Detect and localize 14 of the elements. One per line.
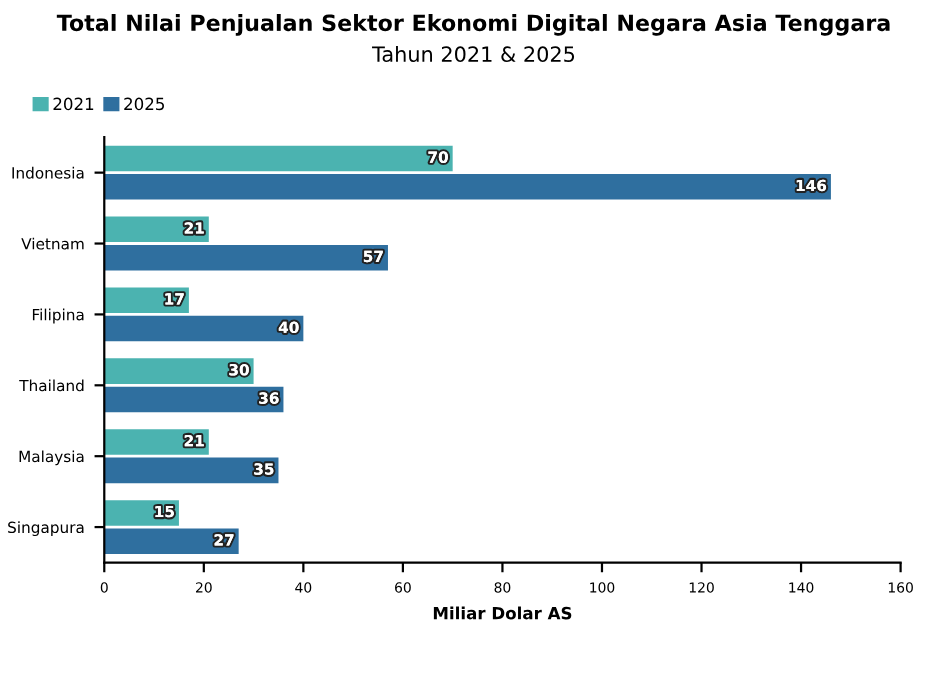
bar xyxy=(104,429,209,455)
bar xyxy=(104,358,254,384)
bar xyxy=(104,174,831,200)
bar xyxy=(104,457,279,484)
bar xyxy=(104,244,388,271)
chart-subtitle: Tahun 2021 & 2025 xyxy=(372,45,575,63)
legend-label: 2021 xyxy=(53,97,94,111)
chart-title: Total Nilai Penjualan Sektor Ekonomi Digital Negara Asia Tenggara xyxy=(56,13,890,36)
x-axis-title: Miliar Dolar AS xyxy=(433,606,572,620)
bar xyxy=(104,145,453,172)
bar xyxy=(104,528,239,555)
bar xyxy=(104,386,284,413)
bar xyxy=(104,315,304,342)
legend-label: 2025 xyxy=(124,97,164,111)
